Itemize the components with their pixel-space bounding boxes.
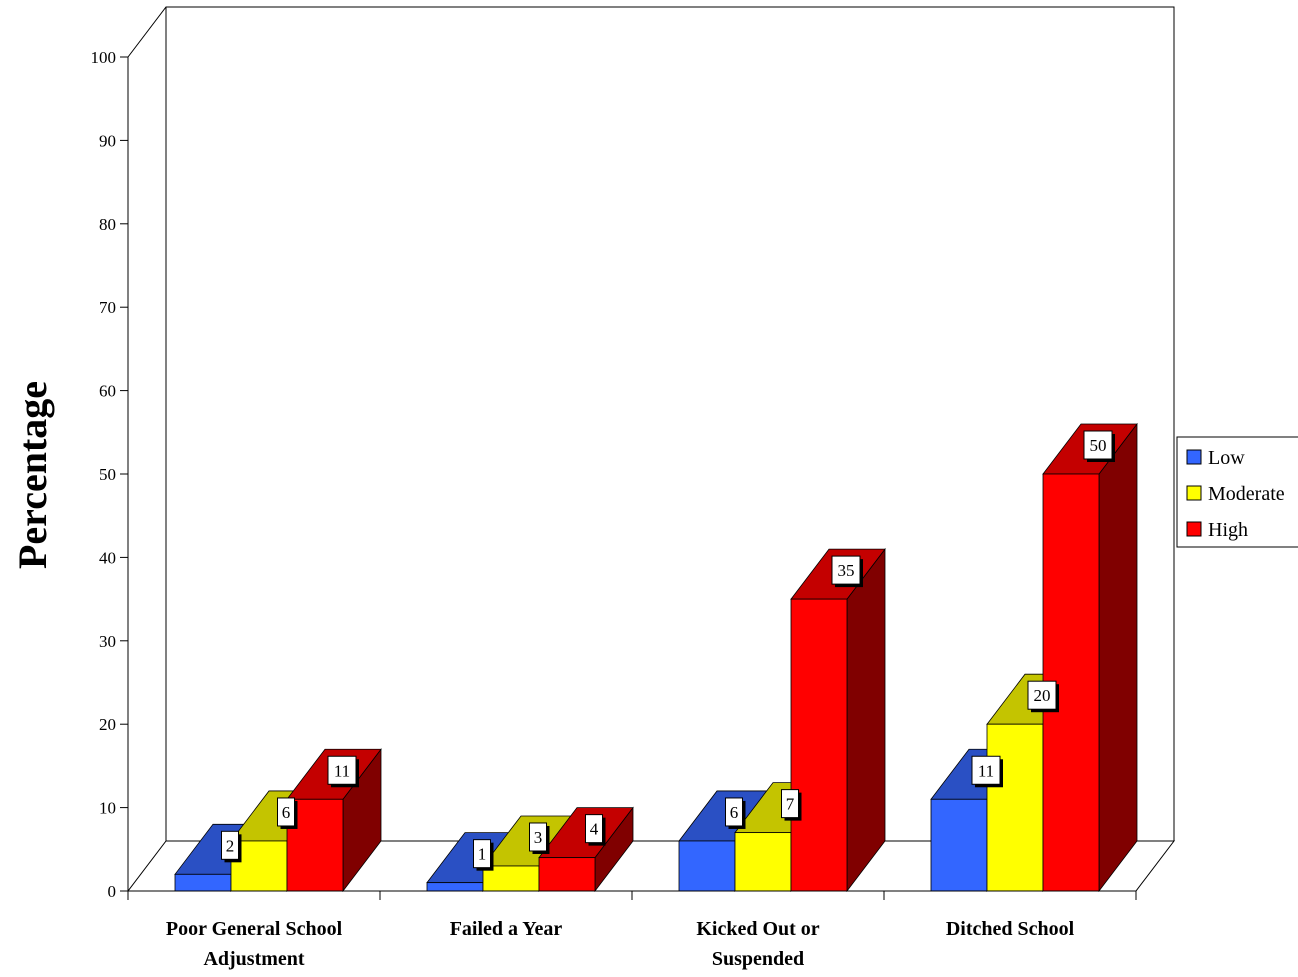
bar bbox=[678, 840, 736, 892]
category-label: Failed a Year bbox=[450, 918, 563, 940]
data-label-box bbox=[585, 814, 603, 844]
back-wall-outline bbox=[127, 6, 1175, 841]
y-tick-label: 70 bbox=[99, 298, 116, 317]
bar bbox=[790, 598, 848, 892]
data-label: 11 bbox=[978, 761, 994, 780]
data-label: 6 bbox=[730, 803, 739, 822]
y-tick-label: 40 bbox=[99, 548, 116, 567]
data-label: 2 bbox=[226, 836, 235, 855]
y-axis-title: Percentage bbox=[10, 381, 55, 569]
data-label-box bbox=[529, 822, 547, 852]
y-tick-label: 50 bbox=[99, 465, 116, 484]
data-label-box bbox=[1027, 680, 1057, 710]
category-label: Ditched School bbox=[946, 918, 1075, 940]
data-label-box bbox=[221, 830, 239, 860]
data-label-box bbox=[781, 789, 799, 819]
bar bbox=[930, 798, 988, 892]
data-label: 1 bbox=[478, 845, 487, 864]
bar-side bbox=[846, 547, 886, 893]
legend: Low Moderate High bbox=[1176, 436, 1298, 548]
bar bbox=[538, 857, 596, 892]
y-tick-label: 30 bbox=[99, 632, 116, 651]
legend-label: High bbox=[1208, 519, 1248, 541]
y-axis: 0 10 20 30 40 50 60 70 80 90 100 bbox=[91, 48, 128, 901]
data-label-box bbox=[1083, 430, 1113, 460]
legend-swatch bbox=[1186, 485, 1202, 501]
data-label: 11 bbox=[334, 761, 350, 780]
data-label: 20 bbox=[1034, 686, 1051, 705]
data-label: 35 bbox=[838, 561, 855, 580]
y-tick-label: 10 bbox=[99, 799, 116, 818]
category-label: Poor General School bbox=[166, 918, 343, 940]
bar bbox=[734, 832, 792, 892]
y-tick-label: 20 bbox=[99, 715, 116, 734]
legend-swatch bbox=[1186, 521, 1202, 537]
bar bbox=[174, 873, 232, 892]
legend-label: Low bbox=[1208, 447, 1245, 469]
y-tick-label: 100 bbox=[91, 48, 117, 67]
data-label: 3 bbox=[534, 828, 543, 847]
y-tick-label: 90 bbox=[99, 131, 116, 150]
bar-side bbox=[1098, 422, 1138, 893]
data-label-box bbox=[971, 755, 1001, 785]
legend-swatch bbox=[1186, 449, 1202, 465]
x-axis: Poor General School Adjustment Failed a Ye… bbox=[127, 890, 1137, 970]
bar bbox=[986, 723, 1044, 892]
data-label-box bbox=[327, 755, 357, 785]
category-label: Adjustment bbox=[203, 948, 304, 970]
data-label: 6 bbox=[282, 803, 291, 822]
data-label: 7 bbox=[786, 795, 795, 814]
legend-label: Moderate bbox=[1208, 483, 1285, 505]
bar bbox=[426, 882, 484, 892]
y-tick-label: 60 bbox=[99, 382, 116, 401]
data-label-box bbox=[831, 555, 861, 585]
data-label-box bbox=[725, 797, 743, 827]
data-label: 50 bbox=[1090, 436, 1107, 455]
category-label: Suspended bbox=[712, 948, 804, 970]
y-tick-label: 0 bbox=[108, 882, 117, 901]
data-label: 4 bbox=[590, 820, 599, 839]
category-label: Kicked Out or bbox=[696, 918, 819, 940]
y-tick-label: 80 bbox=[99, 215, 116, 234]
data-label-box bbox=[473, 839, 491, 869]
data-label-box bbox=[277, 797, 295, 827]
